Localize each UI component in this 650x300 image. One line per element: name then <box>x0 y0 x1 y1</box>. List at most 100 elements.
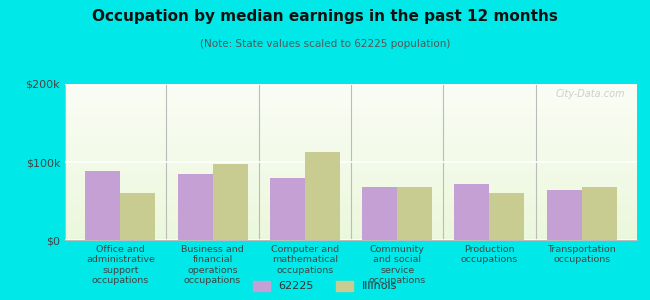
Bar <box>65 198 637 200</box>
Bar <box>65 182 637 184</box>
Bar <box>65 137 637 139</box>
Bar <box>65 153 637 154</box>
Bar <box>65 223 637 224</box>
Bar <box>65 229 637 231</box>
Bar <box>65 164 637 165</box>
Bar <box>65 124 637 126</box>
Bar <box>65 200 637 201</box>
Bar <box>65 131 637 132</box>
Text: City-Data.com: City-Data.com <box>556 89 625 99</box>
Bar <box>65 175 637 176</box>
Bar <box>65 85 637 87</box>
Bar <box>65 235 637 237</box>
Bar <box>65 95 637 97</box>
Text: Occupation by median earnings in the past 12 months: Occupation by median earnings in the pas… <box>92 9 558 24</box>
Bar <box>65 110 637 112</box>
Bar <box>65 209 637 210</box>
Bar <box>65 165 637 167</box>
Bar <box>65 117 637 118</box>
Bar <box>65 145 637 146</box>
Bar <box>547 190 582 240</box>
Bar <box>65 114 637 115</box>
Bar <box>65 126 637 128</box>
Bar <box>65 87 637 89</box>
Bar <box>65 207 637 209</box>
Bar <box>65 215 637 217</box>
Bar <box>65 217 637 218</box>
Bar <box>65 185 637 187</box>
Bar <box>65 192 637 193</box>
Bar <box>65 97 637 98</box>
Bar <box>65 201 637 202</box>
Bar <box>65 178 637 179</box>
Bar <box>65 204 637 206</box>
Bar <box>397 187 432 240</box>
Bar <box>65 92 637 93</box>
Bar <box>65 234 637 235</box>
Bar <box>65 142 637 143</box>
Bar <box>65 106 637 107</box>
Bar <box>489 193 525 240</box>
Bar <box>65 181 637 182</box>
Bar <box>65 227 637 229</box>
Bar <box>65 202 637 204</box>
Bar <box>65 167 637 168</box>
Bar <box>65 107 637 109</box>
Bar <box>65 190 637 192</box>
Bar <box>65 139 637 140</box>
Bar <box>65 122 637 123</box>
Bar <box>65 187 637 188</box>
Bar <box>65 210 637 212</box>
Bar <box>65 214 637 215</box>
Bar <box>65 188 637 190</box>
Bar <box>65 170 637 171</box>
Bar <box>65 212 637 214</box>
Bar <box>65 109 637 110</box>
Bar <box>65 112 637 114</box>
Bar <box>65 134 637 136</box>
Bar <box>362 187 397 240</box>
Bar <box>65 140 637 142</box>
Bar <box>65 237 637 238</box>
Bar <box>65 196 637 198</box>
Text: (Note: State values scaled to 62225 population): (Note: State values scaled to 62225 popu… <box>200 39 450 49</box>
Bar <box>65 146 637 148</box>
Bar <box>65 193 637 195</box>
Bar <box>454 184 489 240</box>
Bar <box>65 173 637 175</box>
Bar <box>65 162 637 164</box>
Bar <box>65 179 637 181</box>
Bar <box>65 101 637 103</box>
Bar <box>65 118 637 120</box>
Bar <box>65 120 637 122</box>
Bar <box>65 98 637 100</box>
Bar <box>65 100 637 101</box>
Bar <box>65 184 637 185</box>
Bar <box>65 232 637 234</box>
Bar <box>65 149 637 151</box>
Bar <box>65 136 637 137</box>
Bar <box>65 154 637 156</box>
Bar <box>65 238 637 240</box>
Bar <box>65 218 637 220</box>
Bar <box>65 160 637 162</box>
Bar <box>582 187 617 240</box>
Bar <box>65 129 637 131</box>
Bar <box>65 151 637 153</box>
Bar <box>65 195 637 196</box>
Bar <box>65 132 637 134</box>
Bar <box>177 175 213 240</box>
Bar <box>270 178 305 240</box>
Bar <box>305 152 340 240</box>
Bar <box>65 168 637 170</box>
Bar <box>65 89 637 90</box>
Bar <box>65 148 637 149</box>
Bar <box>65 93 637 95</box>
Bar <box>65 171 637 173</box>
Bar <box>65 156 637 157</box>
Bar <box>65 143 637 145</box>
Bar <box>65 176 637 178</box>
Bar <box>65 224 637 226</box>
Bar <box>65 206 637 207</box>
Bar <box>65 128 637 129</box>
